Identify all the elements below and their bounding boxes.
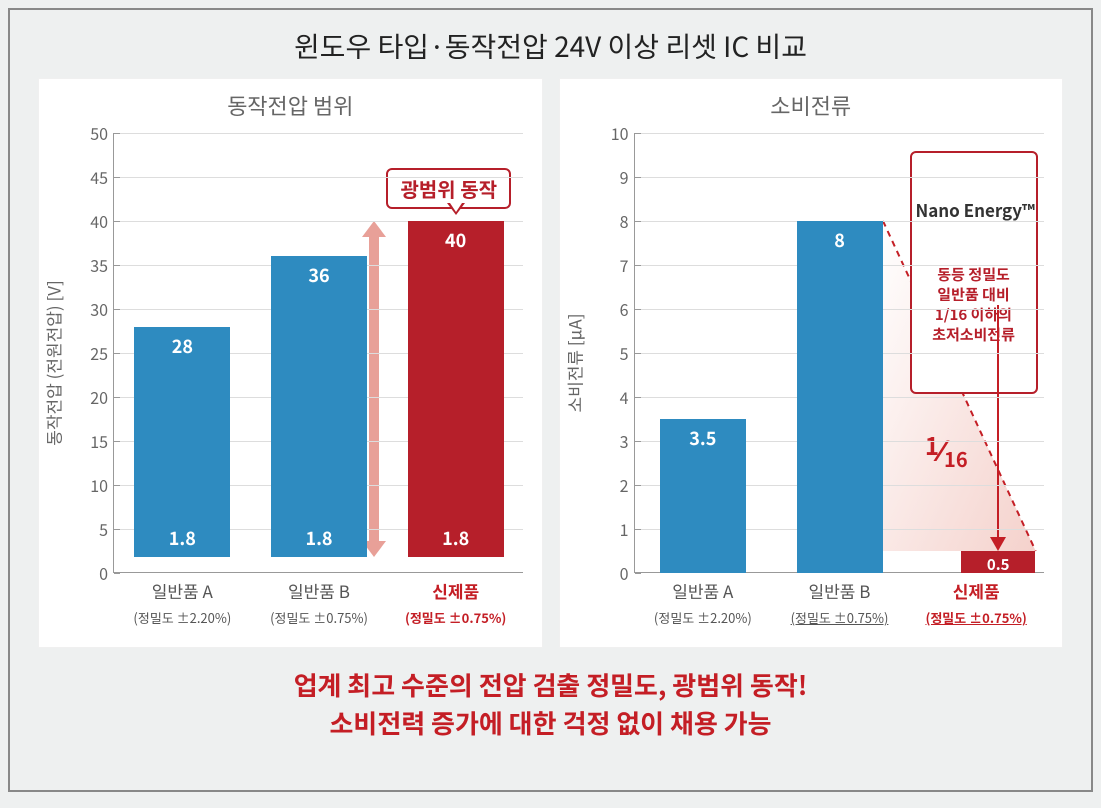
bar-0: 3.5 <box>660 419 746 573</box>
wide-range-arrow <box>369 235 379 543</box>
footer-line-1: 업계 최고 수준의 전압 검출 정밀도, 광범위 동작! <box>10 666 1091 704</box>
ytick-label: 0 <box>78 561 114 585</box>
grid-line <box>635 133 1044 134</box>
footer-line-2: 소비전력 증가에 대한 걱정 없이 채용 가능 <box>10 704 1091 742</box>
xcat-name: 일반품 B <box>809 578 871 603</box>
ytick-label: 5 <box>78 517 114 541</box>
bar-value: 0.5 <box>961 554 1035 573</box>
chart-right-title: 소비전류 <box>560 79 1063 127</box>
grid-line <box>114 133 523 134</box>
ytick-label: 3 <box>599 429 635 453</box>
chart-right: 소비전류 소비전류 [µA] 1⁄16 Nano Energy™ 동등 정밀도 … <box>559 78 1064 648</box>
ytick-label: 6 <box>599 297 635 321</box>
xcat-0: 일반품 A (정밀도 ±2.20%) <box>114 572 251 628</box>
xcat-0: 일반품 A (정밀도 ±2.20%) <box>635 572 772 628</box>
xcat-name: 일반품 A <box>152 578 213 603</box>
xcat-1: 일반품 B (정밀도 ±0.75%) <box>251 572 388 628</box>
ytick-label: 10 <box>78 473 114 497</box>
ytick-label: 9 <box>599 165 635 189</box>
ytick-label: 10 <box>599 121 635 145</box>
xcat-sub: (정밀도 ±2.20%) <box>654 608 752 627</box>
grid-line <box>114 177 523 178</box>
bar-1: 8 <box>797 221 883 573</box>
xcat-sub: (정밀도 ±0.75%) <box>925 608 1026 627</box>
chart-right-ylabel: 소비전류 [µA] <box>561 314 586 413</box>
ytick-label: 20 <box>78 385 114 409</box>
ytick-label: 8 <box>599 209 635 233</box>
grid-line <box>635 177 1044 178</box>
xcat-sub: (정밀도 ±2.20%) <box>133 608 231 627</box>
ytick-label: 25 <box>78 341 114 365</box>
main-title: 윈도우 타입·동작전압 24V 이상 리셋 IC 비교 <box>10 10 1091 78</box>
xcat-name: 신제품 <box>432 578 479 603</box>
bar-value: 3.5 <box>660 425 746 451</box>
chart-left-ylabel: 동작전압 (전원전압) [V] <box>41 280 66 446</box>
nano-energy-body: 동등 정밀도 일반품 대비 1/16 이하의 초저소비전류 <box>916 265 1032 346</box>
ytick-label: 5 <box>599 341 635 365</box>
xcat-1: 일반품 B (정밀도 ±0.75%) <box>771 572 908 628</box>
callout-tail-inner <box>450 203 462 212</box>
bar-0: 281.8 <box>134 327 230 558</box>
ytick-label: 30 <box>78 297 114 321</box>
chart-left: 동작전압 범위 동작전압 (전원전압) [V] 광범위 동작 0 5 10 15 20 2… <box>38 78 543 648</box>
bar-2: 0.5 <box>961 551 1035 573</box>
bar-value-top: 36 <box>271 262 367 288</box>
bar-2: 401.8 <box>408 221 504 557</box>
nano-arrow <box>997 305 999 539</box>
xcat-name: 일반품 B <box>288 578 350 603</box>
nano-energy-callout: Nano Energy™ 동등 정밀도 일반품 대비 1/16 이하의 초저소비… <box>910 151 1038 394</box>
bar-1: 361.8 <box>271 256 367 557</box>
ytick-label: 7 <box>599 253 635 277</box>
fraction-denominator: 16 <box>944 444 968 473</box>
xcat-name: 일반품 A <box>672 578 733 603</box>
nano-energy-title: Nano Energy™ <box>916 199 1032 222</box>
bar-value: 8 <box>797 227 883 253</box>
xcat-2: 신제품 (정밀도 ±0.75%) <box>908 572 1045 628</box>
xcat-sub: (정밀도 ±0.75%) <box>405 608 506 627</box>
ytick-label: 4 <box>599 385 635 409</box>
ytick-label: 50 <box>78 121 114 145</box>
bar-value-bottom: 1.8 <box>408 525 504 551</box>
ytick-label: 40 <box>78 209 114 233</box>
nano-arrow-head-icon <box>990 537 1006 551</box>
arrow-head-up-icon <box>362 221 386 237</box>
chart-left-title: 동작전압 범위 <box>39 79 542 127</box>
bar-value-top: 40 <box>408 227 504 253</box>
fraction-1-16: 1⁄16 <box>925 426 968 470</box>
xcat-sub: (정밀도 ±0.75%) <box>270 608 368 627</box>
chart-left-plot: 광범위 동작 05101520253035404550281.8일반품 A(정밀… <box>113 133 523 573</box>
ytick-label: 35 <box>78 253 114 277</box>
xcat-name: 신제품 <box>953 578 1000 603</box>
callout-text: 광범위 동작 <box>400 174 497 203</box>
xcat-sub: (정밀도 ±0.75%) <box>791 608 889 627</box>
ytick-label: 45 <box>78 165 114 189</box>
ytick-label: 15 <box>78 429 114 453</box>
xcat-2: 신제품 (정밀도 ±0.75%) <box>387 572 524 628</box>
ytick-label: 2 <box>599 473 635 497</box>
fraction-numerator: 1 <box>925 427 939 462</box>
bar-value-top: 28 <box>134 333 230 359</box>
ytick-label: 0 <box>599 561 635 585</box>
chart-right-plot: 1⁄16 Nano Energy™ 동등 정밀도 일반품 대비 1/16 이하의… <box>634 133 1044 573</box>
ytick-label: 1 <box>599 517 635 541</box>
footer-text: 업계 최고 수준의 전압 검출 정밀도, 광범위 동작! 소비전력 증가에 대한… <box>10 648 1091 741</box>
bar-value-bottom: 1.8 <box>271 525 367 551</box>
bar-value-bottom: 1.8 <box>134 525 230 551</box>
